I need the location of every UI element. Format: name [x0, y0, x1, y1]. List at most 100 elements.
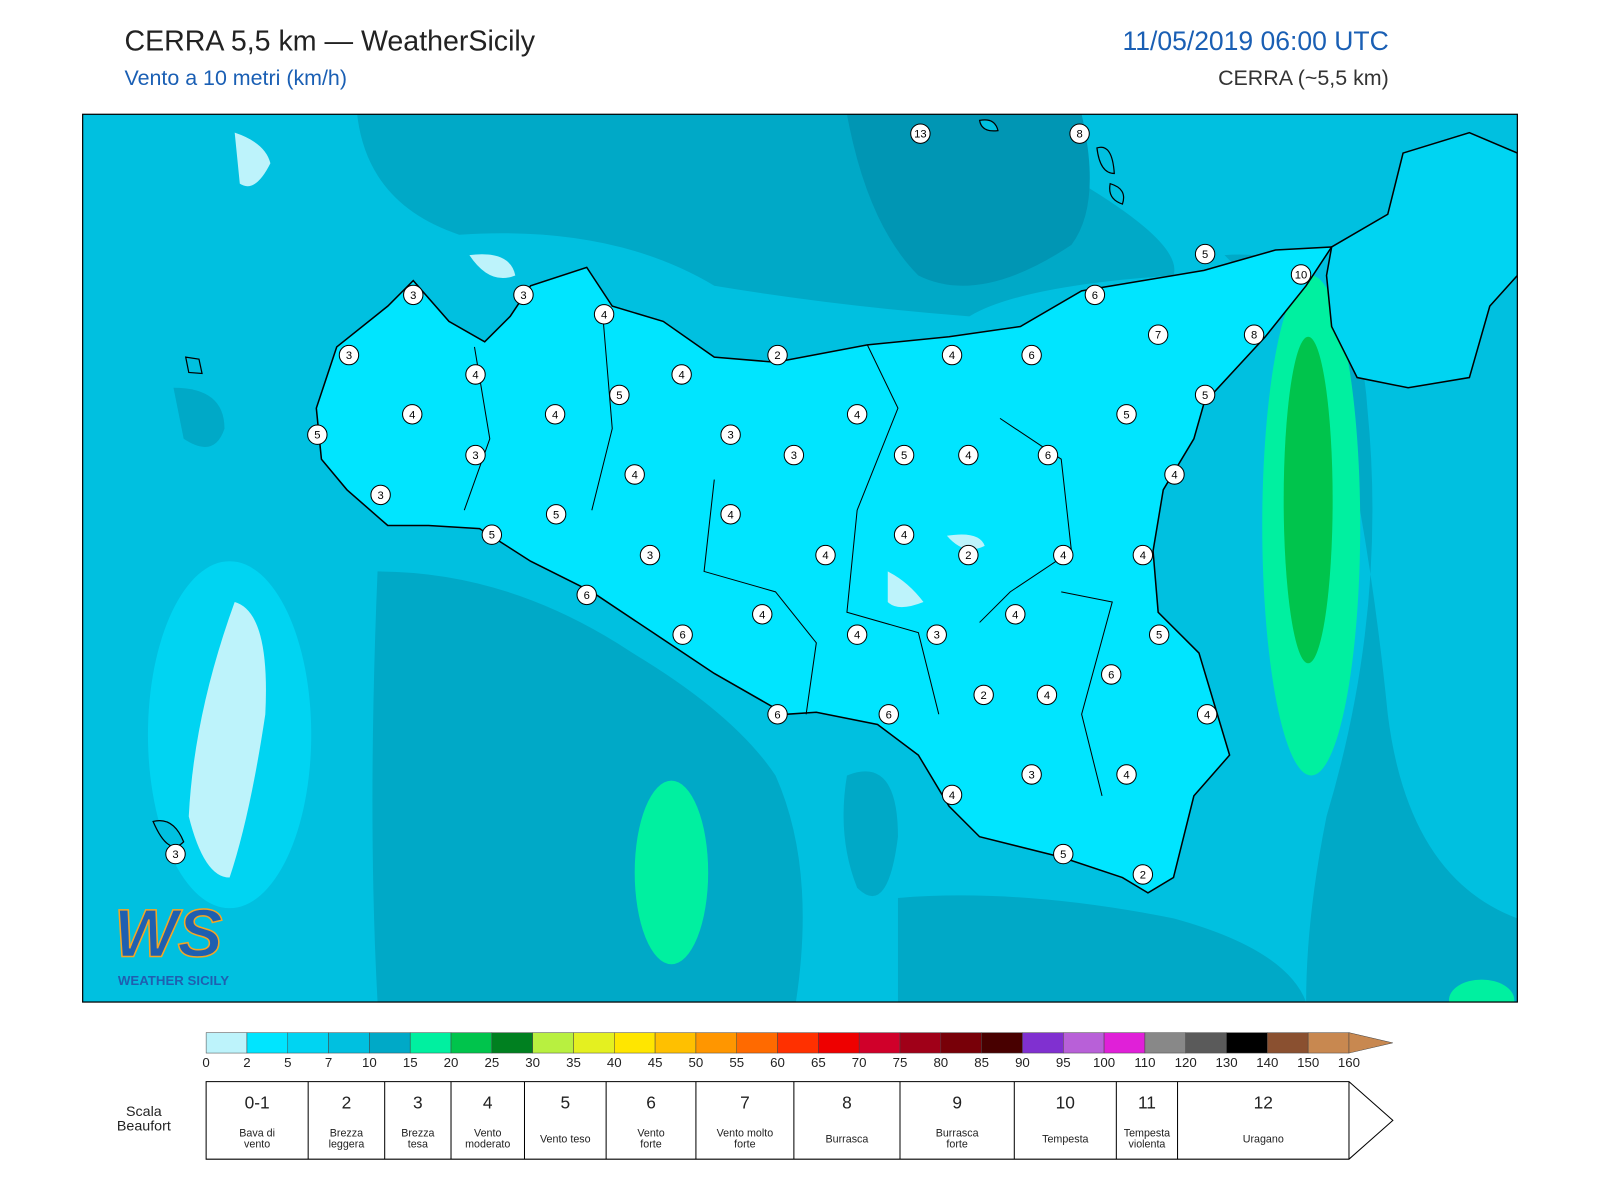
beaufort-force: 6 — [646, 1093, 656, 1113]
station-marker — [609, 384, 630, 406]
beaufort-label: Scala — [126, 1104, 162, 1120]
colorbar-tick-label: 10 — [362, 1055, 377, 1070]
beaufort-force: 3 — [413, 1093, 423, 1113]
station-value: 5 — [616, 390, 622, 402]
station-marker — [1194, 243, 1216, 265]
station-value: 3 — [791, 450, 797, 462]
station-marker — [1196, 704, 1218, 725]
beaufort-force: 12 — [1254, 1093, 1273, 1113]
contour — [188, 602, 266, 878]
contour — [1224, 254, 1518, 1003]
station-marker — [1194, 384, 1216, 406]
colorbar-tick-label: 140 — [1256, 1055, 1278, 1070]
colorbar-swatch — [246, 1032, 289, 1054]
colorbar-tick-label: 40 — [607, 1055, 622, 1070]
station-value: 3 — [520, 290, 526, 302]
colorbar-swatch — [614, 1032, 656, 1054]
station-value: 4 — [822, 550, 828, 562]
colorbar-tick-label: 35 — [566, 1055, 581, 1070]
station-marker — [465, 444, 486, 466]
beaufort-desc: violenta — [1128, 1139, 1165, 1151]
station-marker — [165, 843, 186, 865]
station-marker — [545, 504, 567, 525]
station-marker — [513, 284, 534, 306]
station-marker — [846, 624, 868, 645]
station-marker — [671, 364, 692, 385]
station-value: 4 — [409, 409, 415, 421]
colorbar-swatch — [1103, 1032, 1146, 1054]
colorbar-swatch — [1144, 1032, 1186, 1054]
beaufort-desc: vento — [244, 1139, 270, 1151]
station-value: 3 — [172, 849, 178, 861]
station-value: 4 — [1123, 769, 1129, 781]
station-marker — [1132, 864, 1154, 885]
colorbar-swatch — [409, 1032, 452, 1054]
colorbar-tick-label: 30 — [525, 1055, 540, 1070]
beaufort-force: 9 — [952, 1093, 962, 1113]
colorbar-tick-label: 60 — [770, 1055, 785, 1070]
colorbar-tick-label: 160 — [1338, 1055, 1360, 1070]
station-marker — [893, 444, 915, 466]
station-marker — [941, 784, 963, 806]
beaufort-force: 7 — [740, 1093, 750, 1113]
station-marker — [973, 684, 994, 706]
colorbar-tick-label: 85 — [974, 1055, 989, 1070]
colorbar-tick-label: 25 — [484, 1055, 499, 1070]
title: CERRA 5,5 km — WeatherSicily — [124, 25, 535, 57]
colorbar-tick-label: 120 — [1175, 1055, 1197, 1070]
station-value: 5 — [1202, 390, 1208, 402]
station-value: 3 — [647, 550, 653, 562]
station-value: 5 — [1060, 849, 1066, 861]
beaufort-force: 8 — [842, 1093, 852, 1113]
colorbar-tick-label: 90 — [1015, 1055, 1030, 1070]
station-marker — [815, 544, 836, 566]
station-value: 5 — [1123, 409, 1129, 421]
datetime: 11/05/2019 06:00 UTC — [1122, 26, 1388, 56]
contour — [843, 771, 898, 897]
colorbar-swatch — [1307, 1032, 1350, 1054]
station-value: 4 — [1044, 690, 1050, 702]
station-marker — [544, 404, 566, 425]
station-value: 6 — [680, 630, 686, 642]
beaufort-desc: leggera — [329, 1139, 365, 1151]
beaufort-force: 0-1 — [245, 1093, 270, 1113]
colorbar-swatch — [858, 1032, 901, 1054]
station-value: 4 — [1171, 469, 1177, 481]
contour — [1448, 979, 1515, 1003]
colorbar-tick-label: 50 — [689, 1055, 704, 1070]
contour — [173, 387, 225, 447]
beaufort-desc: Vento teso — [540, 1134, 591, 1146]
beaufort-desc: Uragano — [1243, 1134, 1284, 1146]
station-marker — [941, 344, 963, 366]
station-marker — [1084, 284, 1106, 306]
beaufort-desc: forte — [734, 1139, 755, 1151]
station-marker — [481, 524, 503, 545]
station-value: 8 — [1076, 129, 1082, 141]
contour — [897, 895, 1307, 1003]
colorbar-swatch — [491, 1032, 533, 1054]
station-value: 5 — [1156, 630, 1162, 642]
station-value: 2 — [774, 350, 780, 362]
colorbar-swatch — [695, 1032, 737, 1054]
beaufort-label: Beaufort — [117, 1118, 171, 1134]
station-value: 4 — [632, 469, 638, 481]
beaufort-force: 2 — [342, 1093, 352, 1113]
station-value: 4 — [949, 350, 955, 362]
colorbar-swatch — [940, 1032, 982, 1054]
logo-text: WS — [114, 897, 223, 972]
station-value: 4 — [854, 630, 860, 642]
colorbar-swatch — [736, 1032, 778, 1054]
colorbar-swatch — [450, 1032, 493, 1054]
station-marker — [1243, 324, 1265, 345]
station-value: 8 — [1251, 330, 1257, 342]
station-value: 3 — [727, 430, 733, 442]
station-marker — [1132, 544, 1154, 566]
map — [82, 114, 1518, 1003]
beaufort-force: 4 — [483, 1093, 493, 1113]
station-value: 3 — [377, 490, 383, 502]
station-value: 3 — [934, 630, 940, 642]
station-value: 6 — [1045, 450, 1051, 462]
beaufort-desc: Burrasca — [826, 1134, 869, 1146]
